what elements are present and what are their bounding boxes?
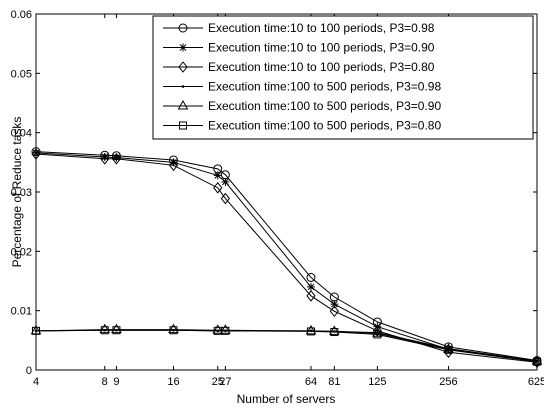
square-marker [221,326,230,335]
circle-marker [306,272,316,282]
x-tick-label: 16 [167,376,179,388]
square-marker [100,326,109,335]
square-marker [112,326,121,335]
legend-item: Execution time:10 to 100 periods, P3=0.9… [163,41,435,55]
square-marker [213,326,222,335]
square-marker [330,328,339,337]
legend-item: Execution time:100 to 500 periods, P3=0.… [163,99,441,113]
star-marker [306,282,315,291]
triangle-marker [177,99,189,110]
triangle-marker [212,324,224,334]
triangle-marker [111,323,122,334]
square-marker [169,326,178,335]
triangle-marker [168,323,179,334]
diamond-marker [178,61,188,73]
y-tick-label: 0.02 [11,246,32,258]
square-marker [179,121,187,130]
diamond-marker [306,290,316,302]
triangle-marker [372,327,383,337]
triangle-marker [328,325,340,335]
star-marker [169,158,178,167]
square-marker [32,326,40,335]
y-tick-label: 0 [26,365,32,377]
x-tick-label: 27 [219,376,231,388]
dot-marker [181,85,185,88]
square-marker [306,327,315,336]
diamond-marker [329,305,339,318]
y-tick-label: 0.03 [11,187,32,199]
diamond-marker [31,148,41,160]
square-marker [444,345,453,354]
x-tick-label: 64 [305,376,317,388]
dot-marker [34,329,38,333]
star-marker-stroke [330,300,338,308]
star-marker-stroke [214,172,222,179]
legend-label: Execution time:100 to 500 periods, P3=0.… [208,80,441,94]
legend-item: Execution time:10 to 100 periods, P3=0.9… [163,21,435,35]
x-tick-label: 625 [528,376,544,388]
x-tick-label: 4 [33,376,39,388]
series-layer [30,147,543,369]
legend-item: Execution time:100 to 500 periods, P3=0.… [163,119,441,133]
y-tick-label: 0.06 [11,9,32,21]
x-tick-label: 125 [368,376,386,388]
y-tick-label: 0.05 [11,68,32,80]
triangle-marker [99,323,111,334]
legend: Execution time:10 to 100 periods, P3=0.9… [152,15,534,140]
diamond-marker [220,192,231,205]
legend-item: Execution time:10 to 100 periods, P3=0.8… [163,60,435,74]
star-marker [213,171,222,180]
diamond-marker [111,152,122,165]
diamond-marker [168,159,179,172]
x-tick-label: 81 [328,376,340,388]
legend-box [152,15,534,140]
x-axis-title: Number of servers [237,392,336,406]
star-marker [179,43,187,52]
square-marker [373,330,382,339]
legend-label: Execution time:10 to 100 periods, P3=0.8… [208,60,435,74]
y-axis-title: Percentage of Reduce tasks [10,117,24,268]
x-tick-label: 256 [439,376,457,388]
star-marker-stroke [170,158,177,166]
x-tick-label: 9 [113,376,119,388]
legend-label: Execution time:100 to 500 periods, P3=0.… [208,119,441,133]
series-6 [32,326,541,366]
y-axis-ticks: 0 0.01 0.02 0.03 0.04 0.05 0.06 [11,9,537,377]
star-marker-stroke [179,44,187,51]
legend-label: Execution time:100 to 500 periods, P3=0.… [208,99,441,113]
triangle-marker [531,355,543,365]
star-marker-stroke [222,178,229,186]
legend-item: Execution time:100 to 500 periods, P3=0.… [163,80,441,94]
legend-label: Execution time:10 to 100 periods, P3=0.9… [208,41,435,55]
y-tick-label: 0.01 [11,306,32,318]
legend-label: Execution time:10 to 100 periods, P3=0.9… [208,21,435,35]
diamond-marker [100,152,110,165]
triangle-marker [305,324,317,335]
x-tick-label: 8 [102,376,108,388]
star-marker [221,177,230,186]
x-tick-label: 25 [212,376,224,388]
triangle-marker [443,343,454,353]
square-marker [533,357,541,366]
star-marker-stroke [307,283,315,291]
y-tick-label: 0.04 [11,128,32,140]
diamond-marker [213,182,223,194]
circle-marker [178,23,188,33]
triangle-marker [220,324,231,334]
